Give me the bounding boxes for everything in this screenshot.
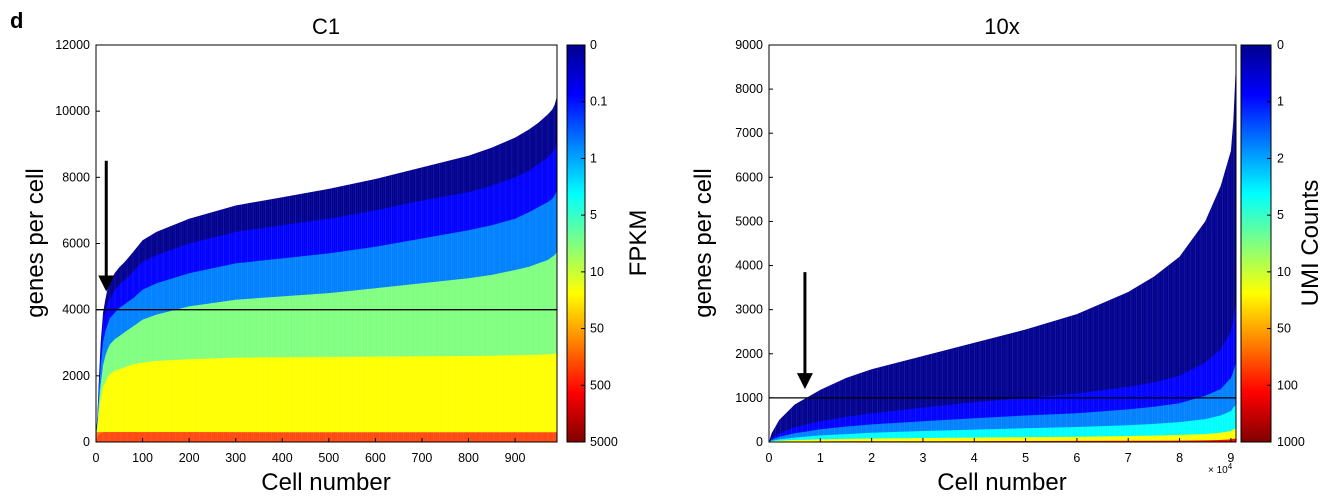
colorbar-tick-label: 1: [590, 151, 597, 165]
x-tick-label: 1: [817, 451, 824, 465]
y-axis: 0 1000 2000 3000 4000 5000 6000 7000 8000 9000: [735, 38, 773, 449]
x-tick-label: 2: [868, 451, 875, 465]
area-band-top: [769, 62, 1236, 442]
y-tick-label: 8000: [735, 82, 763, 96]
x-tick-label: 4: [971, 451, 978, 465]
x-axis: 0 1 2 3 4 5 6 7 8 9: [766, 438, 1234, 465]
colorbar-tick-label: 500: [590, 378, 611, 392]
x-tick-label: 7: [1125, 451, 1132, 465]
y-tick-label: 8000: [62, 170, 90, 184]
plot-frame: [768, 44, 1237, 443]
y-tick-label: 4000: [62, 303, 90, 317]
colorbar-tick-label: 50: [590, 322, 604, 336]
area-band-500: [96, 432, 557, 442]
x-tick-label: 900: [505, 451, 526, 465]
y-tick-label: 1000: [735, 391, 763, 405]
y-tick-label: 6000: [735, 170, 763, 184]
colorbar-tick-label: 1000: [1277, 435, 1305, 449]
y-axis-label: genes per cell: [22, 168, 49, 317]
colorbar-gradient: [1240, 44, 1272, 443]
colorbar-tick-label: 0: [1277, 38, 1284, 52]
plot-area: [96, 96, 557, 442]
x-tick-label: 3: [919, 451, 926, 465]
colorbar-label: UMI Counts: [1297, 180, 1324, 307]
x-tick-label: 300: [225, 451, 246, 465]
area-band-10: [96, 353, 557, 442]
colorbar-label: FPKM: [625, 210, 652, 277]
x-axis-label: Cell number: [937, 469, 1066, 496]
x-tick-label: 600: [365, 451, 386, 465]
y-tick-label: 0: [83, 435, 90, 449]
x-tick-label: 9: [1227, 451, 1234, 465]
y-tick-label: 9000: [735, 38, 763, 52]
x-tick-label: 500: [318, 451, 339, 465]
x-tick-label: 5: [1022, 451, 1029, 465]
x-tick-label: 6: [1073, 451, 1080, 465]
x-tick-label: 0: [766, 451, 773, 465]
y-tick-label: 3000: [735, 303, 763, 317]
colorbar-tick-label: 5000: [590, 435, 618, 449]
y-tick-label: 2000: [735, 347, 763, 361]
x-axis-exponent-power: 4: [1228, 462, 1233, 471]
x-axis: 0 100 200 300 400 500 600 700 800 900: [93, 438, 526, 465]
colorbar: 0 0.1 1 5 10 50 500 5000: [566, 38, 618, 449]
y-axis: 0 2000 4000 6000 8000 10000 12000: [55, 38, 100, 449]
y-tick-label: 12000: [55, 38, 90, 52]
y-tick-label: 0: [756, 435, 763, 449]
y-tick-label: 7000: [735, 126, 763, 140]
y-tick-label: 5000: [735, 214, 763, 228]
colorbar-tick-label: 0.1: [590, 95, 607, 109]
area-band-2: [769, 362, 1236, 442]
arrow-head: [796, 373, 813, 390]
area-band-10: [769, 428, 1236, 442]
x-tick-label: 8: [1176, 451, 1183, 465]
x-tick-label: 0: [93, 451, 100, 465]
colorbar: 0 1 2 5 10 50 100 1000: [1240, 38, 1305, 449]
chart-panel-c1: C1 0 100 200 300 400 500 600 700 800 900 02000400…: [22, 14, 652, 496]
panel-letter: d: [10, 8, 23, 33]
colorbar-gradient: [566, 44, 586, 443]
colorbar-tick-label: 2: [1277, 151, 1284, 165]
x-axis-exponent: × 104: [1208, 462, 1233, 476]
plot-area: [769, 62, 1236, 442]
chart-title: 10x: [984, 14, 1019, 39]
y-tick-label: 2000: [62, 369, 90, 383]
area-band-50: [769, 438, 1236, 442]
y-axis-label: genes per cell: [690, 168, 717, 317]
x-tick-label: 200: [179, 451, 200, 465]
colorbar-tick-label: 10: [1277, 265, 1291, 279]
colorbar-tick-label: 5: [590, 208, 597, 222]
area-band-5: [769, 404, 1236, 442]
colorbar-tick-label: 10: [590, 265, 604, 279]
colorbar-tick-label: 50: [1277, 322, 1291, 336]
x-tick-label: 800: [458, 451, 479, 465]
chart-title: C1: [312, 14, 340, 39]
x-axis-exponent-base: × 10: [1208, 465, 1228, 476]
x-tick-label: 100: [132, 451, 153, 465]
colorbar-tick-label: 100: [1277, 378, 1298, 392]
y-tick-label: 6000: [62, 237, 90, 251]
x-axis-label: Cell number: [261, 469, 390, 496]
x-tick-label: 400: [272, 451, 293, 465]
colorbar-tick-label: 1: [1277, 95, 1284, 109]
y-tick-label: 10000: [55, 104, 90, 118]
colorbar-tick-label: 0: [590, 38, 597, 52]
y-tick-label: 4000: [735, 259, 763, 273]
area-band-1: [769, 300, 1236, 442]
x-tick-label: 700: [412, 451, 433, 465]
arrow-head: [98, 275, 115, 292]
colorbar-tick-label: 5: [1277, 208, 1284, 222]
